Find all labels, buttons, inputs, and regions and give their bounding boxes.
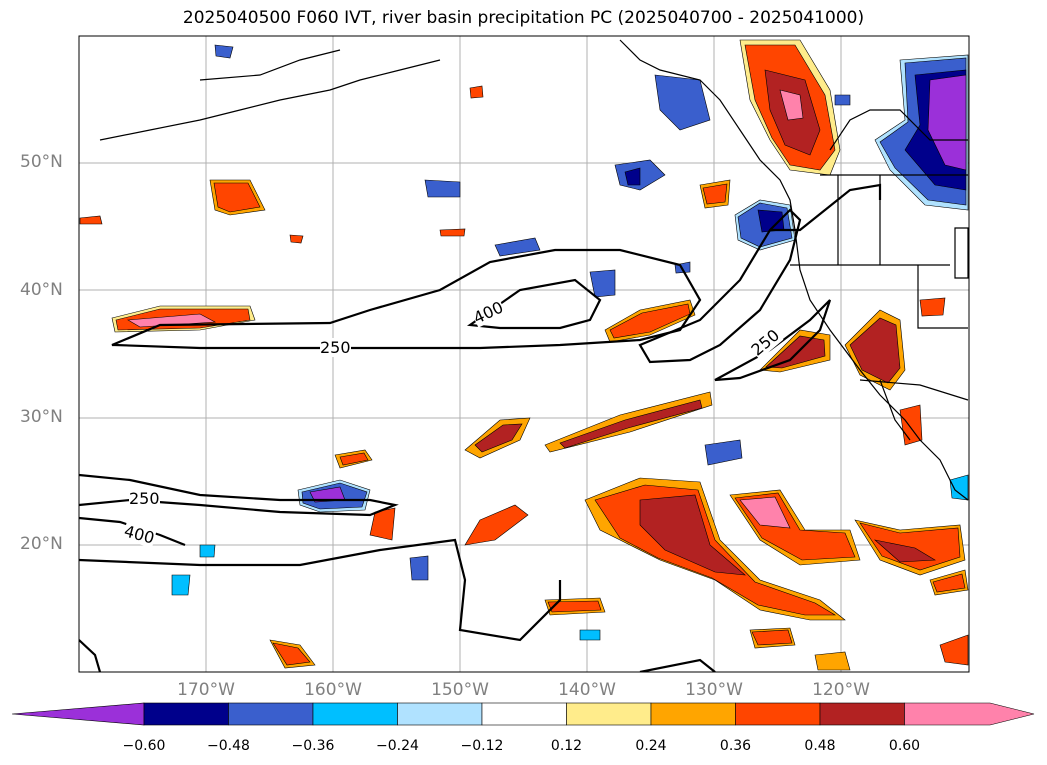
colorbar-tick: 0.12 bbox=[550, 738, 583, 754]
lat-label: 40°N bbox=[20, 280, 63, 300]
colorbar-tick: −0.24 bbox=[376, 738, 419, 754]
lon-label: 150°W bbox=[431, 680, 489, 700]
lon-label: 170°W bbox=[177, 680, 235, 700]
contour-label-250: 250 bbox=[320, 338, 351, 357]
colorbar-tick: −0.36 bbox=[291, 738, 335, 754]
lon-label: 130°W bbox=[685, 680, 743, 700]
colorbar-tick: 0.60 bbox=[888, 738, 921, 754]
lat-label: 50°N bbox=[20, 152, 63, 172]
colorbar-tick: −0.60 bbox=[122, 738, 166, 754]
lon-label: 140°W bbox=[558, 680, 616, 700]
colorbar bbox=[11, 702, 1035, 726]
ivt-contours bbox=[79, 183, 882, 672]
colorbar-tick: −0.12 bbox=[460, 738, 504, 754]
map-frame bbox=[78, 35, 970, 673]
coastlines bbox=[99, 39, 969, 501]
colorbar-tick: −0.48 bbox=[207, 738, 250, 754]
negative-anomaly-regions bbox=[171, 44, 969, 641]
positive-anomaly-regions bbox=[79, 39, 969, 671]
lon-label: 160°W bbox=[304, 680, 362, 700]
map-title: 2025040500 F060 IVT, river basin precipi… bbox=[182, 8, 865, 28]
colorbar-tick: 0.48 bbox=[804, 738, 836, 754]
lat-label: 30°N bbox=[20, 407, 63, 427]
lat-label: 20°N bbox=[20, 534, 63, 554]
colorbar-tick: 0.24 bbox=[635, 738, 667, 754]
lon-label: 120°W bbox=[812, 680, 870, 700]
colorbar-tick: 0.36 bbox=[719, 738, 752, 754]
contour-label-250: 250 bbox=[129, 489, 160, 508]
